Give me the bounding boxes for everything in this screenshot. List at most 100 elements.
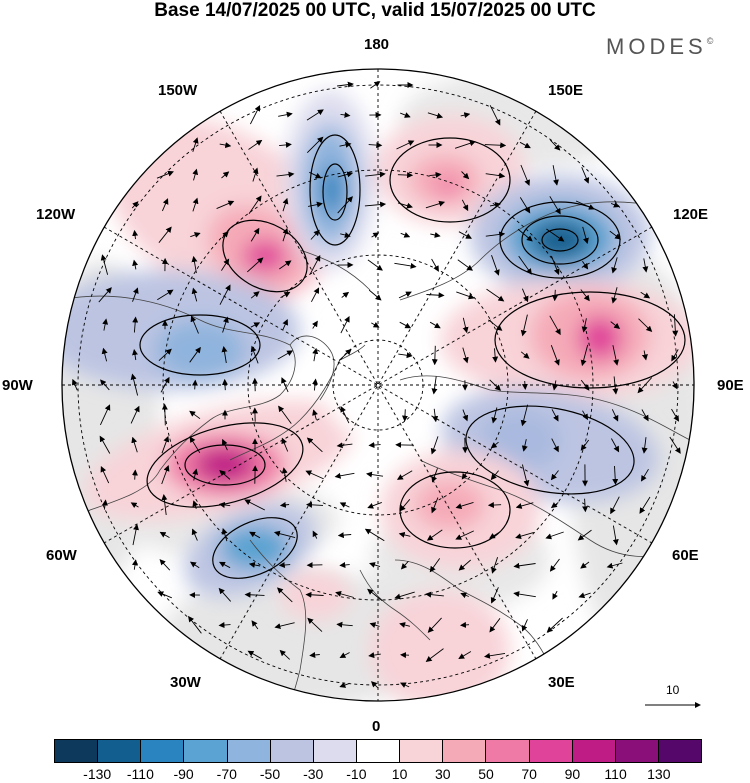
wind-arrow bbox=[641, 409, 649, 422]
wind-arrow bbox=[336, 621, 353, 628]
wind-arrow bbox=[431, 497, 439, 514]
wind-arrow bbox=[339, 652, 350, 658]
wind-arrow bbox=[521, 464, 530, 487]
wind-arrow bbox=[671, 349, 679, 362]
wind-arrow bbox=[279, 649, 291, 660]
wind-arrow bbox=[396, 140, 415, 150]
wind-arrow bbox=[312, 409, 318, 420]
wind-arrow bbox=[398, 531, 411, 538]
wind-arrow bbox=[281, 467, 288, 482]
wind-arrow bbox=[161, 198, 169, 212]
wind-arrow bbox=[309, 651, 320, 658]
wind-arrow bbox=[278, 405, 292, 424]
wind-arrow bbox=[400, 112, 411, 118]
wind-arrow bbox=[159, 559, 171, 571]
wind-arrow bbox=[159, 531, 170, 538]
wind-arrow bbox=[277, 350, 294, 360]
wind-arrow bbox=[192, 168, 199, 181]
wind-arrow bbox=[131, 559, 138, 570]
wind-arrow bbox=[282, 197, 289, 212]
longitude-label-90e: 90E bbox=[717, 377, 744, 394]
wind-arrow bbox=[219, 142, 232, 149]
colorbar-tick-label: 30 bbox=[435, 766, 451, 782]
wind-arrow bbox=[521, 619, 528, 632]
colorbar-ticks: -130 -110 -90 -70 -50 -30 -10 10 30 50 70 90 110 130 bbox=[0, 766, 750, 783]
wind-arrow bbox=[430, 232, 441, 238]
wind-arrow bbox=[281, 437, 289, 452]
wind-arrow bbox=[549, 139, 561, 151]
longitude-label-0: 0 bbox=[372, 718, 381, 735]
wind-arrow bbox=[425, 648, 444, 663]
wind-arrow bbox=[456, 291, 475, 300]
wind-arrow bbox=[339, 502, 350, 508]
wind-arrow bbox=[641, 350, 648, 361]
wind-arrow bbox=[101, 347, 108, 362]
longitude-label-150w: 150W bbox=[158, 82, 198, 99]
colorbar-tick-label: 70 bbox=[521, 766, 537, 782]
colorbar-swatch bbox=[184, 740, 228, 762]
wind-arrow bbox=[218, 587, 232, 602]
colorbar-tick-label: 50 bbox=[478, 766, 494, 782]
wind-arrow bbox=[515, 502, 534, 509]
wind-arrow bbox=[515, 531, 535, 540]
wind-arrow bbox=[131, 436, 138, 453]
wind-arrow bbox=[577, 529, 592, 541]
wind-arrow bbox=[398, 352, 413, 359]
wind-arrow bbox=[189, 410, 201, 420]
wind-arrow bbox=[307, 617, 323, 632]
colorbar-swatch bbox=[658, 740, 702, 762]
wind-arrow bbox=[99, 404, 111, 426]
wind-arrow bbox=[132, 523, 139, 546]
wind-arrow bbox=[580, 439, 590, 451]
wind-arrow bbox=[489, 618, 501, 633]
wind-arrow bbox=[189, 346, 201, 363]
wind-arrow bbox=[550, 345, 560, 366]
wind-arrow bbox=[457, 259, 474, 271]
wind-arrow bbox=[611, 287, 618, 304]
wind-arrow bbox=[520, 314, 528, 337]
wind-arrow bbox=[101, 499, 108, 510]
wind-arrow bbox=[132, 316, 139, 333]
wind-arrow bbox=[308, 201, 323, 208]
wind-arrow bbox=[399, 622, 411, 628]
wind-arrow bbox=[610, 321, 621, 330]
wind-arrow bbox=[610, 496, 620, 515]
longitude-label-90w: 90W bbox=[2, 377, 33, 394]
wind-arrow bbox=[640, 291, 651, 299]
wind-arrow bbox=[581, 318, 588, 333]
wind-arrow bbox=[490, 587, 499, 604]
wind-arrow bbox=[132, 259, 139, 270]
wind-arrow bbox=[282, 227, 289, 242]
wind-arrow bbox=[157, 591, 172, 599]
wind-arrow bbox=[282, 318, 288, 331]
wind-arrow bbox=[312, 347, 319, 362]
wind-arrow bbox=[490, 470, 499, 481]
wind-arrow bbox=[396, 470, 413, 480]
wind-arrow bbox=[278, 562, 291, 569]
wind-arrow bbox=[132, 349, 138, 361]
wind-arrow bbox=[340, 111, 351, 118]
wind-arrow bbox=[367, 501, 382, 509]
wind-arrow bbox=[341, 291, 350, 298]
wind-arrow bbox=[521, 439, 528, 452]
colorbar-swatch bbox=[572, 740, 616, 762]
wind-arrow bbox=[249, 531, 261, 539]
wind-arrow bbox=[306, 501, 324, 508]
wind-arrow bbox=[642, 258, 649, 273]
wind-arrow bbox=[221, 346, 228, 364]
wind-arrow bbox=[578, 592, 591, 599]
wind-arrow bbox=[274, 622, 295, 630]
wind-arrow bbox=[218, 622, 231, 629]
wind-arrow bbox=[312, 320, 318, 329]
wind-arrow bbox=[219, 469, 231, 480]
wind-arrow bbox=[520, 404, 529, 427]
wind-arrow bbox=[552, 165, 559, 186]
wind-arrow bbox=[575, 200, 595, 210]
colorbar-swatch bbox=[443, 740, 487, 762]
wind-arrow bbox=[156, 170, 174, 179]
wind-arrow bbox=[582, 226, 589, 245]
wind-arrow bbox=[580, 289, 590, 302]
colorbar-tick-label: -110 bbox=[126, 766, 154, 782]
brand-name: MODES bbox=[606, 34, 707, 59]
wind-arrow bbox=[192, 468, 199, 481]
